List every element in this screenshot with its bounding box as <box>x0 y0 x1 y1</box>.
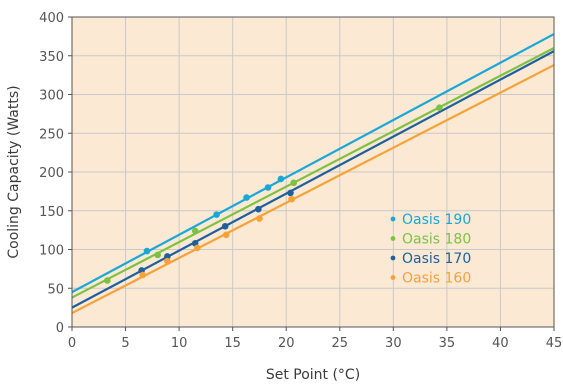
oasis-160-data-point <box>222 231 230 239</box>
y-axis-label: Cooling Capacity (Watts) <box>6 85 22 258</box>
legend-marker <box>390 255 396 261</box>
oasis-180-data-point <box>104 277 111 284</box>
oasis-190-data-point <box>213 211 220 218</box>
x-tick-label: 5 <box>121 336 129 351</box>
oasis-180-trend-line <box>71 47 555 299</box>
oasis-180-data-point <box>154 251 161 259</box>
y-tick-label: 0 <box>56 321 64 336</box>
y-tick-label: 100 <box>39 244 64 259</box>
x-axis-ticks: 0 5 10 15 20 25 30 35 40 45 <box>68 327 562 351</box>
oasis-190-data-point <box>264 184 272 191</box>
oasis-180-data-point <box>290 179 298 187</box>
oasis-160-data-point <box>164 257 171 265</box>
oasis-170-data-point <box>287 189 294 197</box>
legend: Oasis 190 Oasis 180 Oasis 170 Oasis 160 <box>390 212 471 287</box>
x-tick-label: 15 <box>224 336 241 351</box>
oasis-190-trend-line <box>71 33 555 294</box>
oasis-160-data-point <box>288 195 295 203</box>
legend-label: Oasis 160 <box>402 271 471 287</box>
oasis-170-trend-line <box>71 50 555 309</box>
x-tick-label: 35 <box>439 336 456 351</box>
oasis-160-data-point <box>194 244 201 252</box>
x-axis-label: Set Point (°C) <box>266 367 360 383</box>
oasis-160-data-point <box>139 271 146 279</box>
y-tick-label: 400 <box>39 11 64 26</box>
y-tick-label: 200 <box>39 166 64 181</box>
y-axis-ticks: 0 50 100 150 200 250 300 350 400 <box>39 11 72 336</box>
oasis-180-data-point <box>191 227 199 235</box>
oasis-160-trend-line <box>71 64 555 315</box>
y-tick-label: 250 <box>39 127 64 142</box>
x-tick-label: 45 <box>546 336 563 351</box>
trend-lines <box>71 33 555 315</box>
legend-label: Oasis 190 <box>402 212 471 228</box>
legend-marker <box>390 236 396 241</box>
legend-label: Oasis 170 <box>402 251 471 267</box>
oasis-190-data-point <box>243 194 250 201</box>
y-tick-label: 50 <box>47 282 64 297</box>
x-tick-label: 40 <box>492 336 509 351</box>
oasis-190-data-point <box>277 175 285 183</box>
y-tick-label: 350 <box>39 50 64 65</box>
oasis-170-data-point <box>221 222 229 230</box>
x-tick-label: 30 <box>385 336 402 351</box>
oasis-170-data-point <box>255 205 262 213</box>
oasis-160-data-point <box>256 215 263 222</box>
legend-label: Oasis 180 <box>402 232 471 248</box>
legend-marker <box>390 216 396 222</box>
x-tick-label: 25 <box>332 336 349 351</box>
x-tick-label: 20 <box>278 336 295 351</box>
x-tick-label: 0 <box>68 336 76 351</box>
oasis-180-data-point <box>436 104 443 111</box>
oasis-170-data-point <box>164 253 171 260</box>
y-tick-label: 150 <box>39 205 64 220</box>
oasis-190-data-point <box>143 247 151 255</box>
x-tick-label: 10 <box>171 336 188 351</box>
y-tick-label: 300 <box>39 89 64 104</box>
data-points <box>104 104 443 284</box>
legend-marker <box>390 275 396 280</box>
